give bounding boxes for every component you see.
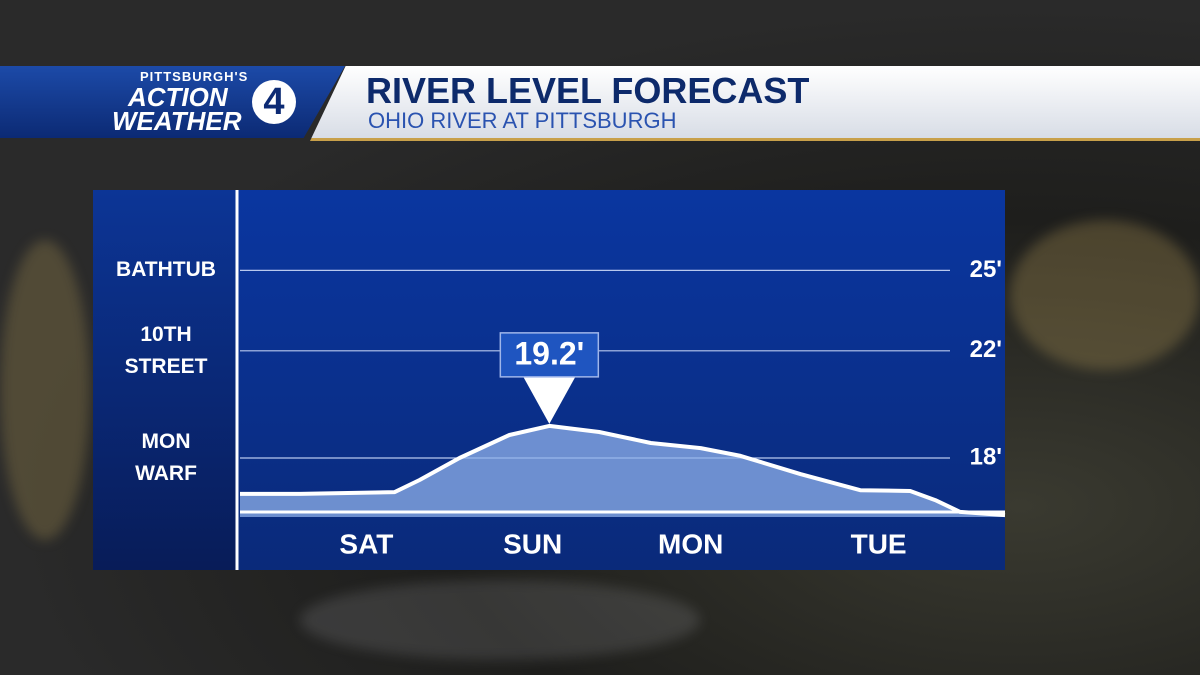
line xyxy=(240,423,1006,518)
y-tick-label: 22' xyxy=(970,336,1002,363)
x-tick-label: MON xyxy=(658,528,723,559)
title-banner xyxy=(310,66,1200,141)
stage-column xyxy=(93,190,236,570)
bridge-lights xyxy=(300,580,700,660)
x-tick-label: SAT xyxy=(339,528,393,559)
stage-label: MON WARF xyxy=(135,430,197,486)
callout-box xyxy=(499,332,600,378)
logo-top: PITTSBURGH'S xyxy=(140,69,249,84)
y-tick-label: 25' xyxy=(970,256,1002,283)
subtitle: OHIO RIVER AT PITTSBURGH xyxy=(368,108,677,133)
y-tick-label: 18' xyxy=(970,443,1002,470)
logo-action: ACTION xyxy=(128,82,228,112)
value-label: 19.2' xyxy=(514,335,584,371)
stage-label: BATHTUB xyxy=(116,258,216,282)
x-tick-label: TUE xyxy=(851,528,907,559)
stage-label: 10TH STREET xyxy=(124,322,208,378)
city-lights xyxy=(1010,220,1200,370)
x-tick-label: SUN xyxy=(503,528,562,559)
logo-number: 4 xyxy=(252,80,296,124)
station-logo: PITTSBURGH'S ACTION WEATHER 4 xyxy=(0,66,345,138)
title: RIVER LEVEL FORECAST xyxy=(366,70,810,111)
area xyxy=(240,425,1005,517)
callout-pointer xyxy=(523,376,576,424)
city-lights xyxy=(0,240,90,540)
logo-weather: WEATHER xyxy=(112,106,242,136)
